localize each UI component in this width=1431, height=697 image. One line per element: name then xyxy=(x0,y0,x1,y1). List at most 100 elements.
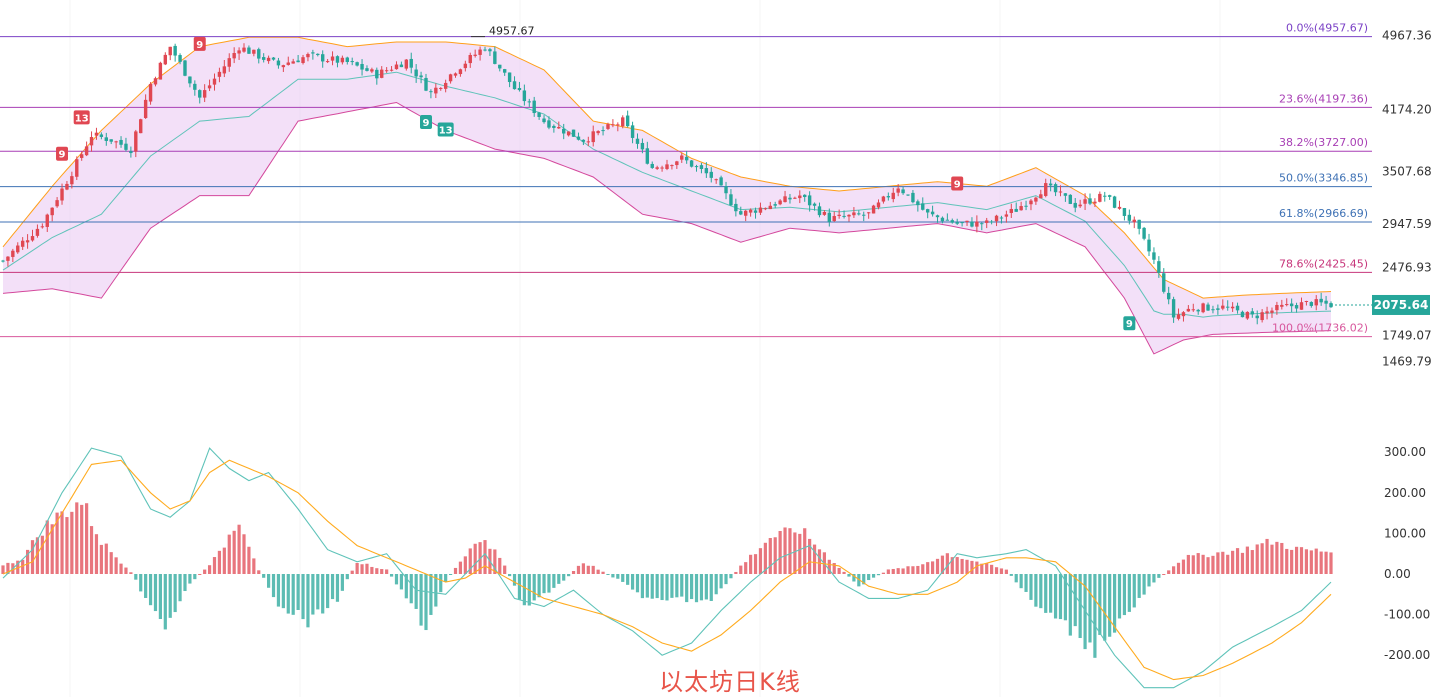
macd-hist-bar-102 xyxy=(503,565,507,574)
candle-body-149 xyxy=(734,203,738,212)
macd-hist-bar-144 xyxy=(709,574,713,601)
macd-hist-bar-270 xyxy=(1329,552,1333,574)
macd-hist-bar-123 xyxy=(606,574,610,575)
macd-hist-bar-195 xyxy=(960,558,964,574)
candle-body-11 xyxy=(55,200,59,207)
macd-hist-bar-127 xyxy=(626,574,630,585)
macd-hist-bar-103 xyxy=(508,574,512,577)
candle-body-152 xyxy=(748,209,753,213)
macd-hist-bar-228 xyxy=(1122,574,1127,616)
sequential-marker-label-6: 9 xyxy=(1126,319,1133,330)
macd-hist-bar-140 xyxy=(689,574,694,600)
candle-body-127 xyxy=(625,115,630,127)
candle-body-110 xyxy=(542,118,546,123)
candle-body-147 xyxy=(724,186,728,194)
candle-body-58 xyxy=(286,62,290,65)
macd-hist-bar-156 xyxy=(768,538,772,574)
macd-hist-bar-4 xyxy=(21,559,25,574)
macd-hist-bar-44 xyxy=(217,550,222,574)
macd-hist-bar-205 xyxy=(1009,574,1013,576)
macd-hist-bar-193 xyxy=(950,557,954,574)
candle-body-255 xyxy=(1255,315,1259,319)
macd-hist-bar-243 xyxy=(1196,553,1200,574)
macd-hist-bar-62 xyxy=(306,574,310,628)
macd-hist-bar-255 xyxy=(1255,544,1259,574)
macd-hist-bar-245 xyxy=(1206,557,1210,574)
macd-hist-bar-52 xyxy=(257,570,261,574)
price-tick-5: 1749.07 xyxy=(1382,328,1431,342)
macd-hist-bar-163 xyxy=(803,528,807,574)
candle-body-76 xyxy=(375,69,379,79)
macd-hist-bar-96 xyxy=(473,543,477,574)
macd-hist-bar-227 xyxy=(1117,574,1122,619)
candle-body-211 xyxy=(1039,194,1043,199)
macd-hist-bar-157 xyxy=(773,537,777,574)
candle-body-5 xyxy=(25,240,30,243)
candle-body-196 xyxy=(965,220,969,222)
candle-body-198 xyxy=(975,221,979,227)
macd-hist-bar-132 xyxy=(650,574,654,599)
candle-body-249 xyxy=(1226,306,1230,308)
macd-hist-bar-104 xyxy=(512,574,517,586)
macd-hist-bar-86 xyxy=(424,574,428,631)
candle-body-180 xyxy=(886,196,891,198)
macd-hist-bar-101 xyxy=(498,557,502,574)
macd-hist-bar-263 xyxy=(1294,546,1299,574)
candle-body-27 xyxy=(134,131,138,152)
macd-hist-bar-82 xyxy=(404,574,408,599)
macd-hist-bar-181 xyxy=(891,568,895,574)
candle-body-38 xyxy=(188,76,192,84)
macd-hist-bar-161 xyxy=(793,532,797,574)
macd-hist-bar-100 xyxy=(493,549,497,574)
macd-hist-bar-168 xyxy=(827,559,831,574)
candle-body-220 xyxy=(1083,199,1087,204)
macd-hist-bar-77 xyxy=(380,569,384,574)
high-marker-label: 4957.67 xyxy=(489,25,534,38)
candle-body-67 xyxy=(330,56,335,61)
macd-hist-bar-212 xyxy=(1044,574,1048,613)
candle-body-22 xyxy=(109,139,113,142)
candle-body-214 xyxy=(1053,184,1058,193)
candle-body-227 xyxy=(1117,206,1122,209)
fib-label-4: 61.8%(2966.69) xyxy=(1279,207,1368,220)
candle-body-223 xyxy=(1098,193,1102,202)
candle-body-190 xyxy=(935,215,940,218)
price-tick-1: 4174.20 xyxy=(1382,103,1431,117)
candle-body-191 xyxy=(940,217,945,222)
macd-hist-bar-236 xyxy=(1162,574,1166,575)
candle-body-269 xyxy=(1324,300,1328,304)
macd-hist-bar-266 xyxy=(1309,550,1313,574)
candle-body-84 xyxy=(414,69,418,77)
candle-body-59 xyxy=(291,61,295,64)
candle-body-156 xyxy=(768,205,772,210)
candle-body-167 xyxy=(822,211,827,215)
macd-hist-bar-145 xyxy=(714,574,718,595)
sequential-marker-5 xyxy=(951,176,964,191)
candle-body-66 xyxy=(325,61,330,63)
macd-hist-bar-233 xyxy=(1147,574,1151,587)
macd-hist-bar-122 xyxy=(601,571,605,574)
macd-hist-bar-14 xyxy=(70,511,74,574)
macd-hist-bar-231 xyxy=(1137,574,1141,598)
macd-hist-bar-200 xyxy=(985,563,989,574)
candle-body-116 xyxy=(571,129,576,137)
price-tick-3: 2947.59 xyxy=(1382,217,1431,231)
candle-body-173 xyxy=(852,212,856,216)
candle-body-63 xyxy=(311,52,315,54)
candle-body-151 xyxy=(743,210,748,216)
candle-body-25 xyxy=(124,143,128,150)
macd-hist-bar-23 xyxy=(114,557,118,574)
candle-body-87 xyxy=(429,91,433,93)
macd-hist-bar-188 xyxy=(926,562,930,574)
macd-tick-2: 100.00 xyxy=(1384,526,1426,540)
macd-hist-bar-115 xyxy=(567,574,571,577)
candle-body-20 xyxy=(99,134,104,137)
candle-body-217 xyxy=(1068,194,1073,204)
macd-hist-bar-90 xyxy=(444,574,448,582)
macd-hist-bar-176 xyxy=(867,574,871,581)
macd-hist-bar-133 xyxy=(655,574,659,599)
candle-body-140 xyxy=(689,160,694,167)
candle-body-118 xyxy=(581,139,586,142)
candle-body-222 xyxy=(1093,201,1097,204)
macd-hist-bar-213 xyxy=(1049,574,1053,613)
